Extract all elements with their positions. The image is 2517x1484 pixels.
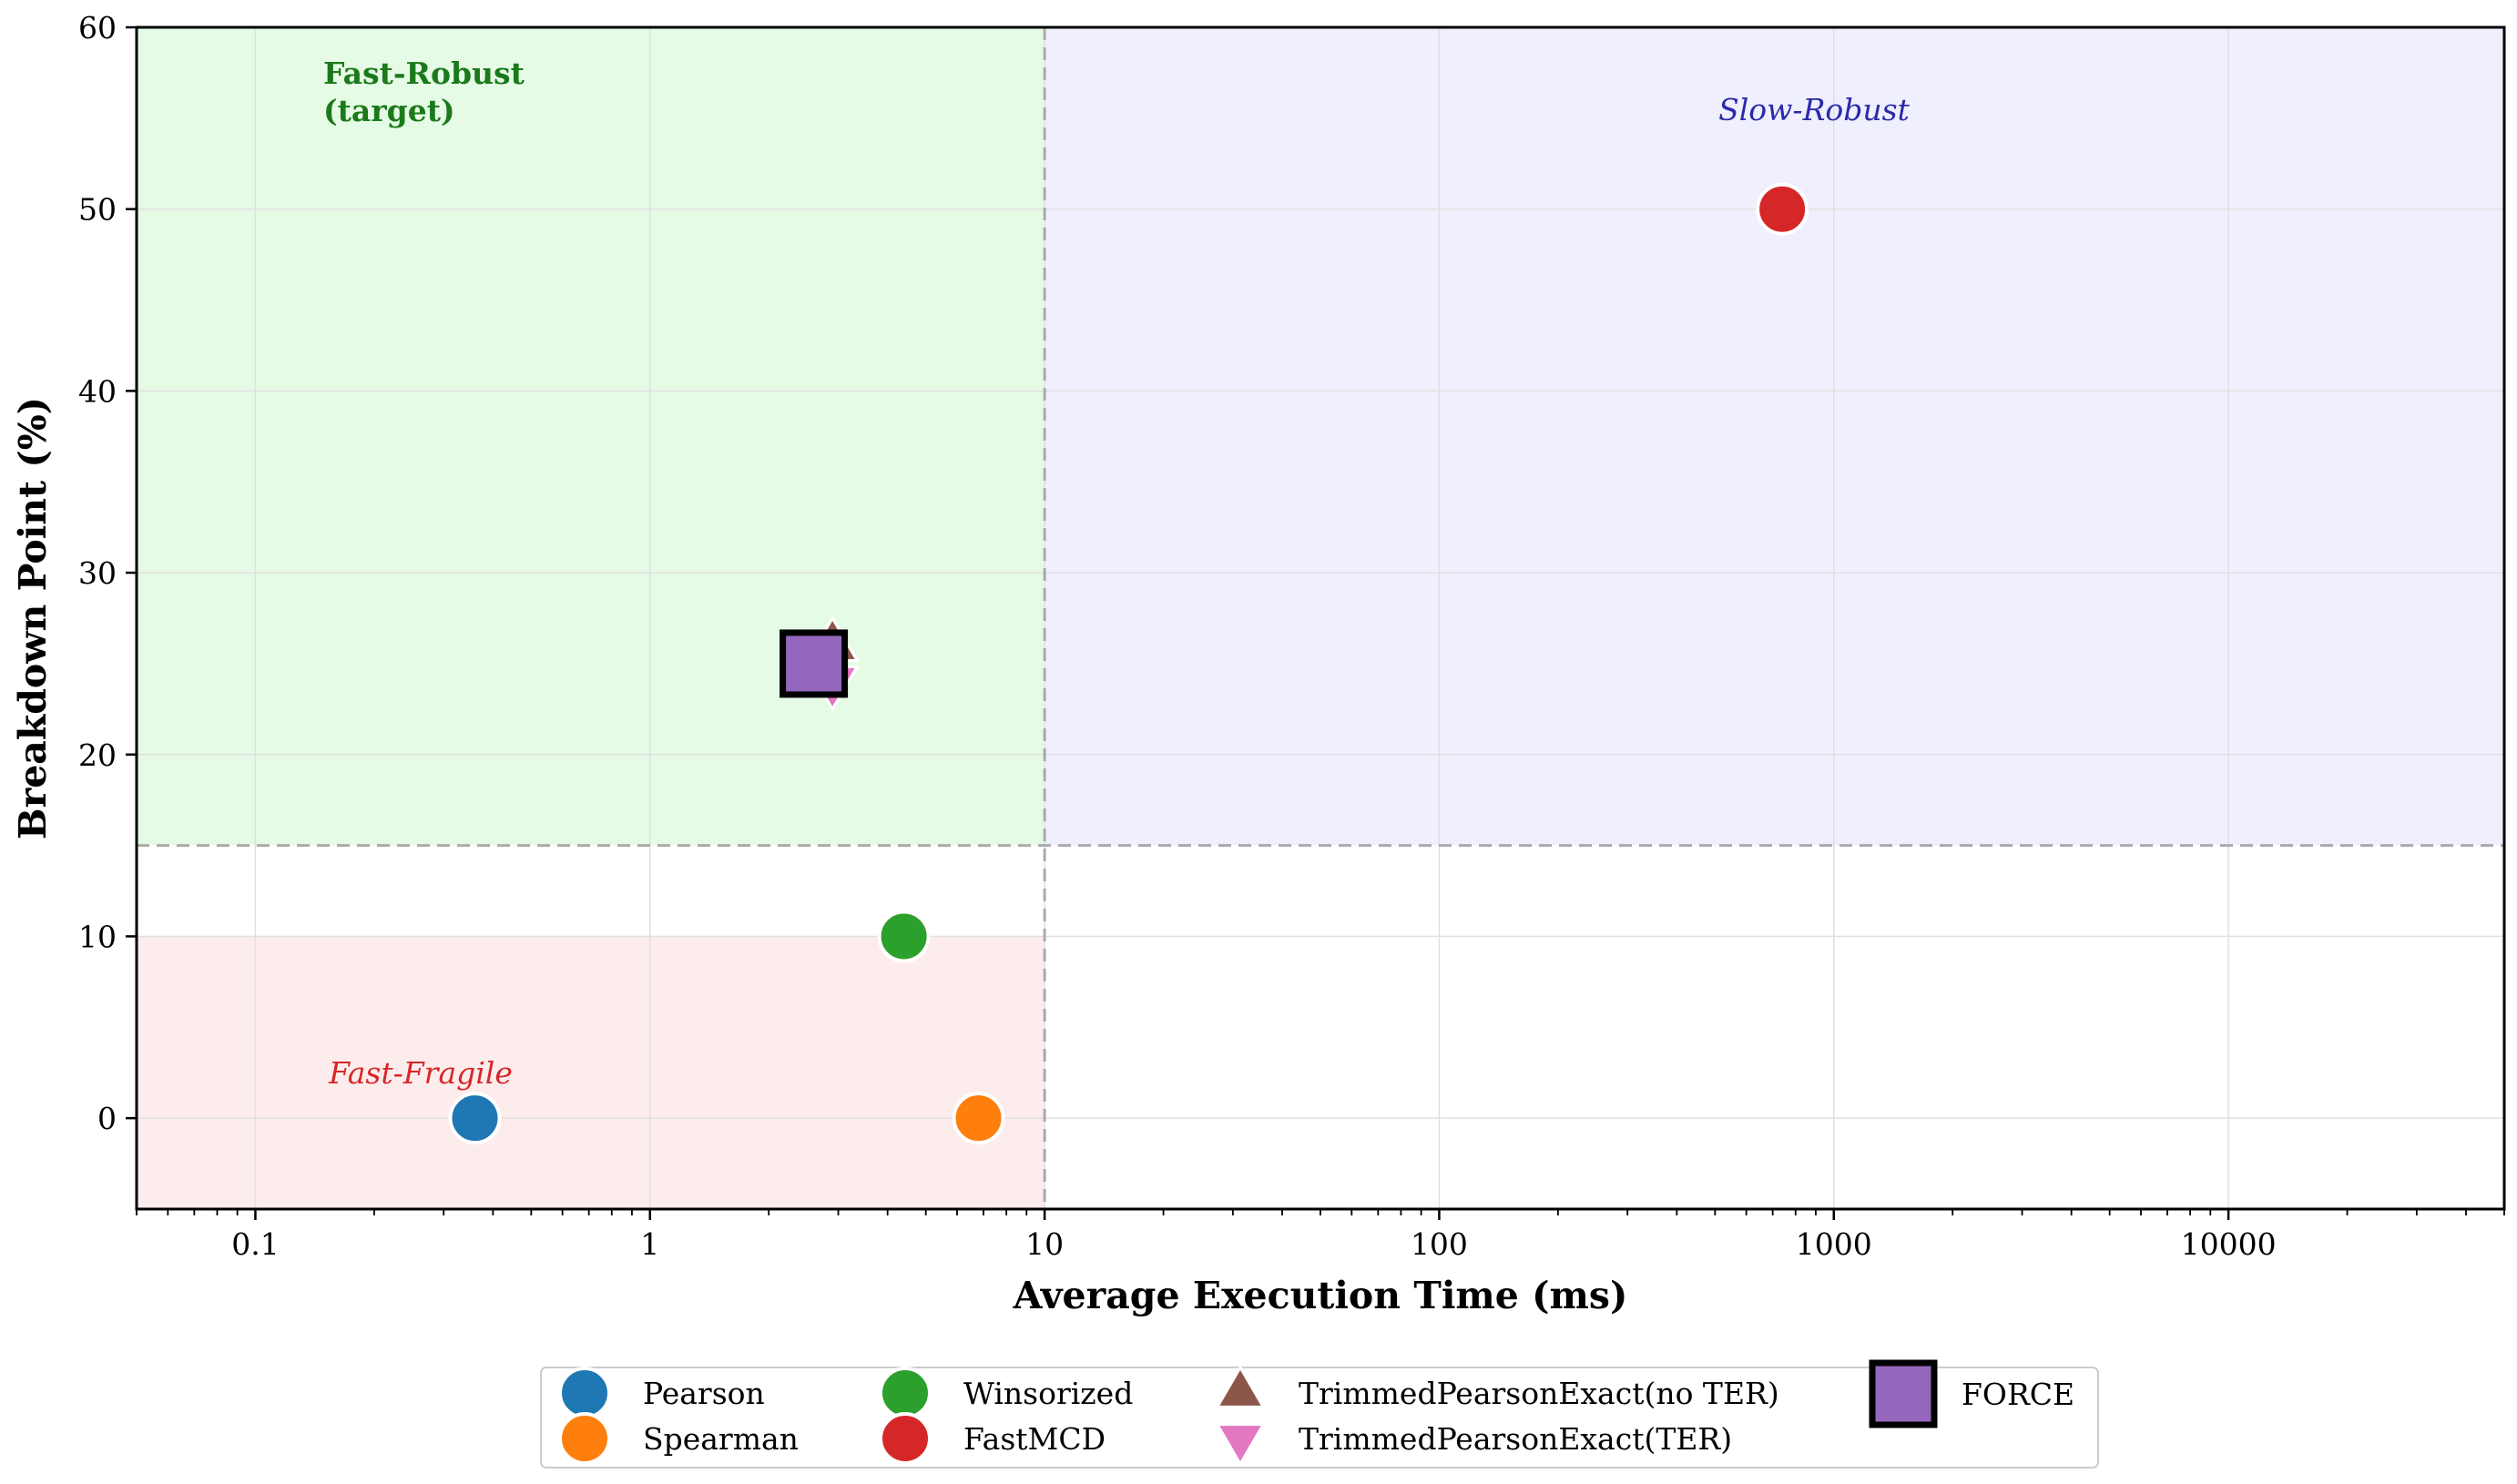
point-spearman bbox=[952, 1092, 1005, 1145]
y-tick-label: 40 bbox=[78, 373, 117, 409]
legend-entry-pearson: Pearson bbox=[643, 1376, 765, 1411]
legend-marker-winsorized bbox=[879, 1367, 932, 1419]
x-tick-label: 1 bbox=[640, 1226, 659, 1262]
slow-robust-region bbox=[1045, 27, 2504, 846]
y-tick-label: 60 bbox=[78, 10, 117, 46]
regions-layer bbox=[137, 27, 2504, 1209]
y-tick-label: 0 bbox=[97, 1101, 117, 1136]
x-tick-label: 1000 bbox=[1796, 1226, 1872, 1262]
slow-robust-label: Slow-Robust bbox=[1718, 92, 1910, 127]
x-axis-label: Average Execution Time (ms) bbox=[1013, 1274, 1628, 1317]
legend-marker-fastmcd bbox=[879, 1412, 932, 1465]
legend-entry-winsorized: Winsorized bbox=[963, 1376, 1133, 1411]
legend-entry-spearman: Spearman bbox=[643, 1421, 799, 1457]
legend: Pearson Spearman Winsorized FastMCD TrimmedP… bbox=[540, 1359, 2099, 1469]
y-tick-label: 20 bbox=[78, 737, 117, 773]
legend-marker-pearson bbox=[558, 1367, 611, 1419]
fast-robust-region bbox=[137, 27, 1045, 846]
x-tick-label: 10 bbox=[1025, 1226, 1064, 1262]
threshold-layer bbox=[137, 27, 2504, 1209]
region-labels-layer: Fast-Robust(target) Slow-Robust Fast-Fragi… bbox=[323, 56, 1911, 1091]
point-force bbox=[780, 629, 849, 698]
legend-entry-trimmedpearsonexact-no-ter: TrimmedPearsonExact(no TER) bbox=[1299, 1376, 1779, 1411]
y-tick-label: 10 bbox=[78, 919, 117, 954]
point-fastmcd bbox=[1756, 182, 1809, 236]
x-axis-ticks: 0.1 1 10 100 1000 10000 bbox=[136, 1209, 2505, 1262]
fast-robust-label: (target) bbox=[323, 93, 455, 128]
y-axis-label: Breakdown Point (%) bbox=[11, 397, 55, 839]
point-winsorized bbox=[877, 910, 931, 963]
point-pearson bbox=[448, 1092, 502, 1145]
legend-marker-trimmedpearsonexact-ter bbox=[1215, 1423, 1266, 1467]
points-layer bbox=[448, 182, 1809, 1145]
fast-fragile-region bbox=[137, 936, 1045, 1209]
legend-marker-spearman bbox=[558, 1412, 611, 1465]
x-tick-label: 0.1 bbox=[231, 1226, 279, 1262]
x-tick-label: 10000 bbox=[2181, 1226, 2277, 1262]
y-tick-label: 30 bbox=[78, 555, 117, 591]
legend-marker-trimmedpearsonexact-no-ter bbox=[1215, 1365, 1266, 1408]
y-axis-ticks: 0 10 20 30 40 50 60 bbox=[78, 10, 137, 1136]
fast-fragile-label: Fast-Fragile bbox=[328, 1055, 513, 1091]
fast-robust-label: Fast-Robust bbox=[323, 56, 525, 91]
legend-entry-trimmedpearsonexact-ter: TrimmedPearsonExact(TER) bbox=[1299, 1421, 1732, 1457]
legend-entry-force: FORCE bbox=[1962, 1377, 2074, 1412]
x-tick-label: 100 bbox=[1411, 1226, 1468, 1262]
legend-marker-force bbox=[1869, 1359, 1938, 1428]
y-tick-label: 50 bbox=[78, 192, 117, 228]
legend-entry-fastmcd: FastMCD bbox=[963, 1421, 1106, 1457]
